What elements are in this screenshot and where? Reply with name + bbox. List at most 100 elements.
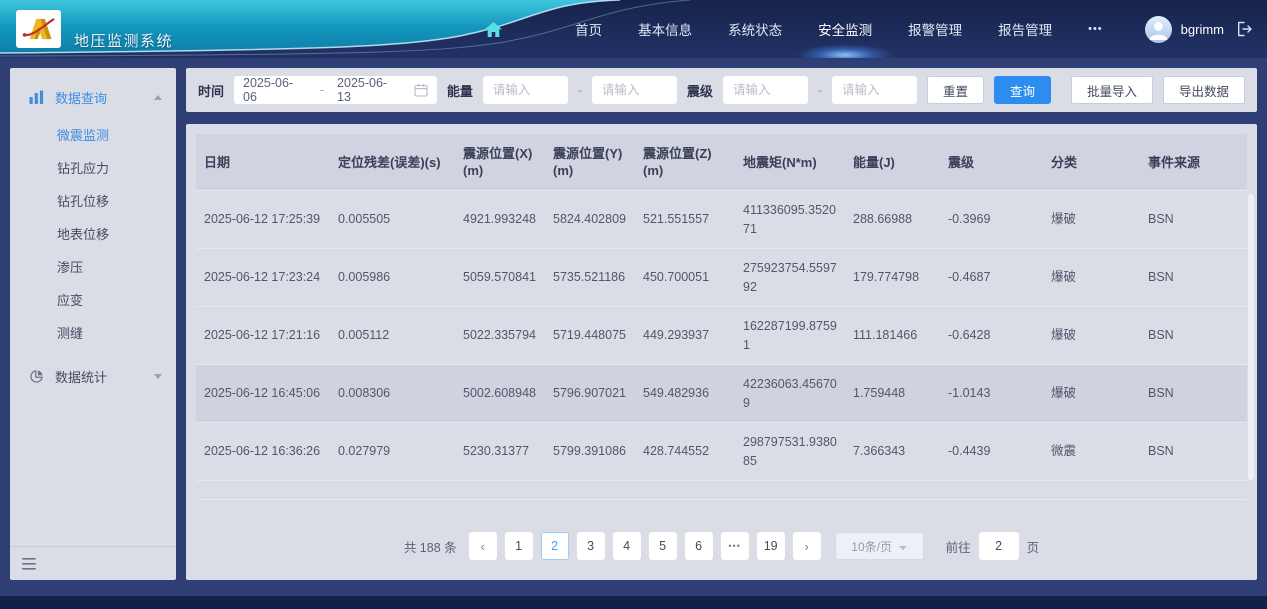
page-button-4[interactable]: 4 — [612, 532, 641, 560]
table-cell: 5824.402809 — [553, 212, 626, 226]
sidebar-item-strain[interactable]: 应变 — [57, 293, 84, 308]
nav-item-safety-monitoring[interactable]: 安全监测 — [818, 0, 872, 58]
table-cell: 2025-06-12 17:23:24 — [204, 270, 321, 284]
reset-button[interactable]: 重置 — [926, 76, 984, 104]
sidebar-group-data-statistics[interactable]: 数据统计 — [10, 355, 176, 397]
table-cell: 5796.907021 — [553, 386, 626, 400]
table-cell: 爆破 — [1051, 386, 1077, 400]
sidebar-item-crack-measurement[interactable]: 测缝 — [57, 326, 84, 341]
vertical-scrollbar[interactable] — [1248, 194, 1254, 480]
chevron-down-icon — [154, 373, 162, 379]
table-row: 2025-06-12 17:25:39 0.005505 4921.993248 58… — [196, 190, 1247, 248]
logout-icon[interactable] — [1236, 21, 1253, 37]
energy-max-input[interactable] — [591, 76, 677, 104]
date-start-value: 2025-06-06 — [243, 76, 294, 104]
bottom-strip — [0, 596, 1267, 609]
table-cell: 275923754.559792 — [743, 260, 837, 294]
avatar[interactable] — [1144, 15, 1172, 43]
page-button-1[interactable]: 1 — [504, 532, 533, 560]
magnitude-max-input[interactable] — [831, 76, 917, 104]
nav-item-alarm-management[interactable]: 报警管理 — [908, 23, 963, 38]
energy-label: 能量 — [446, 83, 473, 99]
time-label: 时间 — [198, 83, 225, 99]
table-cell: 0.027979 — [338, 444, 391, 458]
batch-import-button[interactable]: 批量导入 — [1070, 76, 1153, 104]
table-cell: 450.700051 — [643, 270, 710, 284]
energy-min-input[interactable] — [482, 76, 568, 104]
prev-page-button[interactable]: ‹ — [468, 532, 497, 560]
table-cell: 428.744552 — [643, 444, 710, 458]
column-header: 震级 — [948, 154, 975, 170]
table-header-row: 日期 定位残差(误差)(s) 震源位置(X)(m) 震源位置(Y)(m) 震源位置(Z)… — [196, 134, 1247, 190]
table-cell: 爆破 — [1051, 212, 1077, 226]
column-header: 震源位置(X)(m) — [463, 146, 533, 178]
table-row: 2025-06-12 17:23:24 0.005986 5059.570841 57… — [196, 248, 1247, 306]
goto-page: 前往 页 — [945, 532, 1040, 560]
sidebar-item-surface-displacement[interactable]: 地表位移 — [57, 227, 110, 242]
username: bgrimm — [1180, 21, 1224, 37]
chevron-up-icon — [154, 94, 162, 100]
table-cell: -1.0143 — [948, 386, 991, 400]
page-size-value: 10条/页 — [851, 539, 892, 554]
goto-label: 前往 — [945, 540, 971, 555]
page-button-6[interactable]: 6 — [684, 532, 713, 560]
sidebar-item-seepage-pressure[interactable]: 渗压 — [57, 260, 84, 275]
collapse-sidebar-icon[interactable] — [22, 557, 36, 570]
main-layout: 数据查询微震监测钻孔应力钻孔位移地表位移渗压应变测缝数据统计 时间 2025-0… — [0, 58, 1267, 609]
nav-item-home-page[interactable]: 首页 — [575, 23, 603, 38]
home-icon[interactable] — [484, 21, 503, 38]
sidebar-item-borehole-displacement[interactable]: 钻孔位移 — [57, 194, 110, 209]
total-count: 共 188 条 — [403, 540, 457, 555]
nav-more-menu[interactable]: ••• — [1088, 23, 1103, 35]
page-size-select[interactable]: 10条/页 — [834, 532, 924, 560]
table-cell: 5230.31377 — [463, 444, 530, 458]
page-ellipsis-button[interactable]: ••• — [720, 532, 749, 560]
goto-page-input[interactable] — [978, 532, 1019, 560]
page-button-3[interactable]: 3 — [576, 532, 605, 560]
table-cell: 521.551557 — [643, 212, 710, 226]
nav-item-basic-info[interactable]: 基本信息 — [638, 23, 693, 38]
filter-bar: 时间 2025-06-06 - 2025-06-13 能量 - 震级 — [186, 68, 1257, 112]
table-cell: -0.4439 — [948, 444, 991, 458]
sidebar-item-microseismic-monitoring[interactable]: 微震监测 — [57, 128, 110, 143]
user-menu: bgrimm — [1144, 15, 1253, 43]
sidebar-item-borehole-stress[interactable]: 钻孔应力 — [57, 161, 110, 176]
table-cell: 2025-06-12 16:36:26 — [204, 444, 321, 458]
nav-item-system-status[interactable]: 系统状态 — [728, 23, 783, 38]
calendar-icon[interactable] — [414, 83, 428, 97]
app-title: 地压监测系统 — [74, 32, 174, 50]
date-range-separator: - — [319, 83, 325, 97]
magnitude-min-input[interactable] — [722, 76, 808, 104]
table-cell: 2025-06-12 17:21:16 — [204, 328, 321, 342]
top-nav: 首页 基本信息 系统状态 安全监测 报警管理 报告管理 ••• bgrimm — [484, 0, 1267, 58]
column-header: 事件来源 — [1148, 154, 1201, 170]
table-panel: 日期 定位残差(误差)(s) 震源位置(X)(m) 震源位置(Y)(m) 震源位置(Z)… — [186, 124, 1257, 580]
next-page-button[interactable]: › — [792, 532, 821, 560]
export-data-button[interactable]: 导出数据 — [1162, 76, 1245, 104]
goto-suffix: 页 — [1026, 540, 1040, 555]
magnitude-label: 震级 — [686, 83, 713, 99]
table-cell: -0.3969 — [948, 212, 991, 226]
query-button[interactable]: 查询 — [993, 76, 1051, 104]
sidebar-menu: 数据查询微震监测钻孔应力钻孔位移地表位移渗压应变测缝数据统计 — [10, 76, 176, 397]
nav-item-report-management[interactable]: 报告管理 — [998, 23, 1053, 38]
table-cell: 549.482936 — [643, 386, 710, 400]
column-header: 分类 — [1051, 154, 1078, 170]
pie-chart-icon — [29, 369, 44, 384]
page-button-19[interactable]: 19 — [756, 532, 785, 560]
table-cell: 179.774798 — [853, 270, 920, 284]
table-cell: -0.6428 — [948, 328, 991, 342]
chevron-down-icon — [898, 546, 907, 554]
table-cell: 爆破 — [1051, 328, 1077, 342]
page-button-2[interactable]: 2 — [540, 532, 569, 560]
logo — [16, 9, 61, 48]
sidebar-group-data-query[interactable]: 数据查询 — [10, 76, 176, 118]
column-header: 震源位置(Z)(m) — [643, 146, 712, 178]
table-cell: 5719.448075 — [553, 328, 626, 342]
table-cell: 5799.391086 — [553, 444, 626, 458]
date-range-input[interactable]: 2025-06-06 - 2025-06-13 — [234, 76, 437, 104]
table-cell: 7.366343 — [853, 444, 906, 458]
page-button-5[interactable]: 5 — [648, 532, 677, 560]
column-header: 能量(J) — [853, 154, 895, 170]
